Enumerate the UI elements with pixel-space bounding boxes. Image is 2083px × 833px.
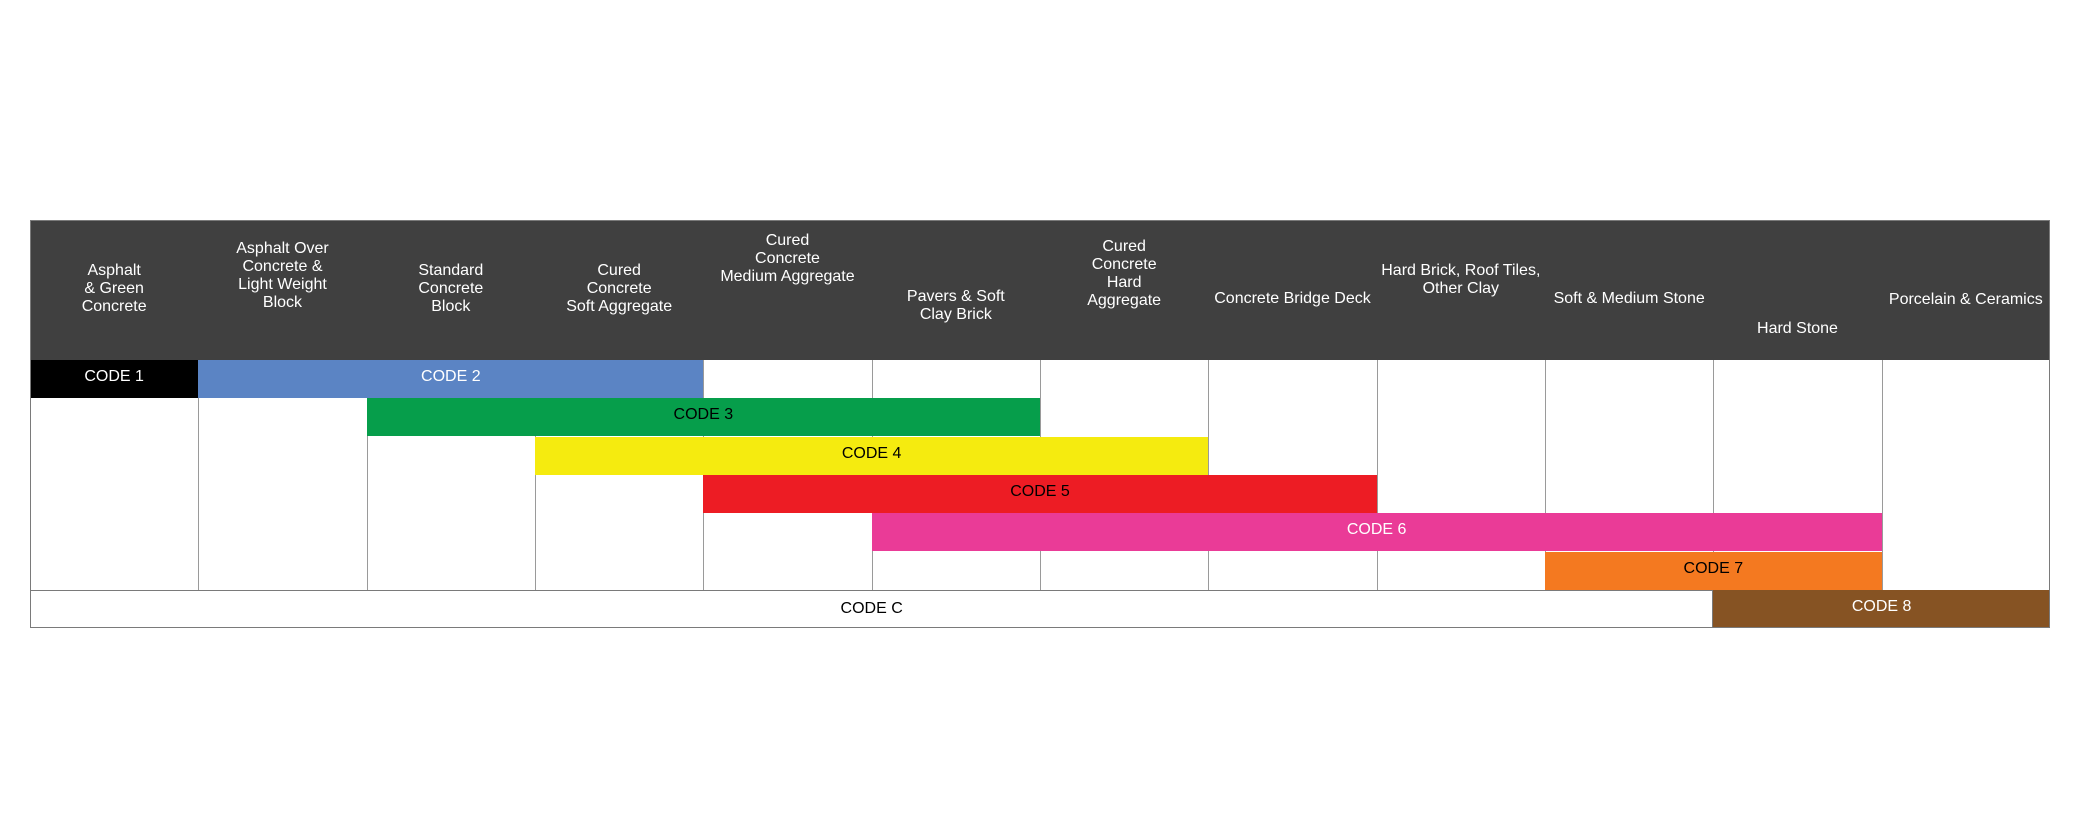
code-bar-label: CODE 3 — [673, 406, 734, 424]
column-header: Cured Concrete Medium Aggregate — [703, 220, 871, 360]
code-bar-label: CODE 6 — [1346, 521, 1407, 539]
column-header-label: Cured Concrete Soft Aggregate — [566, 262, 673, 315]
column-header: Concrete Bridge Deck — [1208, 220, 1376, 360]
grid-line — [1881, 360, 1883, 590]
column-header-label: Porcelain & Ceramics — [1888, 291, 2043, 308]
column-header-label: Standard Concrete Block — [418, 262, 484, 315]
column-header: Pavers & Soft Clay Brick — [872, 220, 1040, 360]
header-row: Asphalt & Green Concrete Asphalt Over Con… — [30, 220, 2050, 360]
chart-body: CODE 1 CODE 2 CODE 3 CODE 4 CODE 5 CODE 6 CODE… — [30, 360, 2050, 628]
code-bar: CODE 7 — [1545, 551, 1882, 590]
column-header-label: Asphalt & Green Concrete — [81, 262, 147, 315]
code-c-bar: CODE C — [30, 589, 1714, 628]
code-bar: CODE 4 — [535, 436, 1209, 475]
code-bar: CODE 2 — [198, 360, 704, 398]
column-header: Cured Concrete Hard Aggregate — [1040, 220, 1208, 360]
grid-line — [1713, 360, 1715, 590]
compatibility-chart: Asphalt & Green Concrete Asphalt Over Con… — [30, 220, 2050, 628]
grid-line — [1376, 360, 1378, 590]
code-bar: CODE 6 — [871, 513, 1882, 552]
column-header: Cured Concrete Soft Aggregate — [535, 220, 703, 360]
column-header-label: Asphalt Over Concrete & Light Weight Blo… — [236, 240, 329, 311]
grid-line — [1545, 360, 1546, 590]
column-header-label: Hard Brick, Roof Tiles, Other Clay — [1381, 262, 1541, 297]
column-header: Asphalt Over Concrete & Light Weight Blo… — [198, 220, 366, 360]
column-header-label: Soft & Medium Stone — [1553, 290, 1705, 307]
grid-line — [198, 360, 200, 590]
column-header-label: Cured Concrete Hard Aggregate — [1087, 238, 1162, 309]
column-header-label: Concrete Bridge Deck — [1214, 290, 1371, 307]
code-bar-label: CODE 5 — [1010, 482, 1070, 500]
code-bar: CODE 1 — [30, 360, 199, 398]
code-bar-label: CODE 2 — [421, 368, 481, 385]
column-header: Soft & Medium Stone — [1545, 220, 1713, 360]
code-bar-label: CODE 8 — [1851, 597, 1912, 615]
grid-line — [366, 360, 368, 590]
code-bar: CODE 3 — [366, 398, 1040, 437]
code-bar-label: CODE 7 — [1683, 559, 1744, 577]
code-c-label: CODE C — [840, 599, 903, 617]
column-header-label: Hard Stone — [1757, 320, 1838, 337]
column-header-label: Cured Concrete Medium Aggregate — [720, 232, 855, 285]
column-header: Porcelain & Ceramics — [1882, 220, 2050, 360]
grid-line — [535, 360, 536, 590]
column-header-label: Pavers & Soft Clay Brick — [906, 288, 1005, 323]
code-bar-label: CODE 1 — [84, 368, 144, 385]
code-bar-label: CODE 4 — [841, 444, 902, 462]
code-bar: CODE 8 — [1713, 589, 2050, 628]
column-header: Asphalt & Green Concrete — [30, 220, 198, 360]
code-bar: CODE 5 — [703, 474, 1377, 513]
column-header: Standard Concrete Block — [367, 220, 535, 360]
column-header: Hard Stone — [1713, 220, 1881, 360]
column-header: Hard Brick, Roof Tiles, Other Clay — [1377, 220, 1545, 360]
